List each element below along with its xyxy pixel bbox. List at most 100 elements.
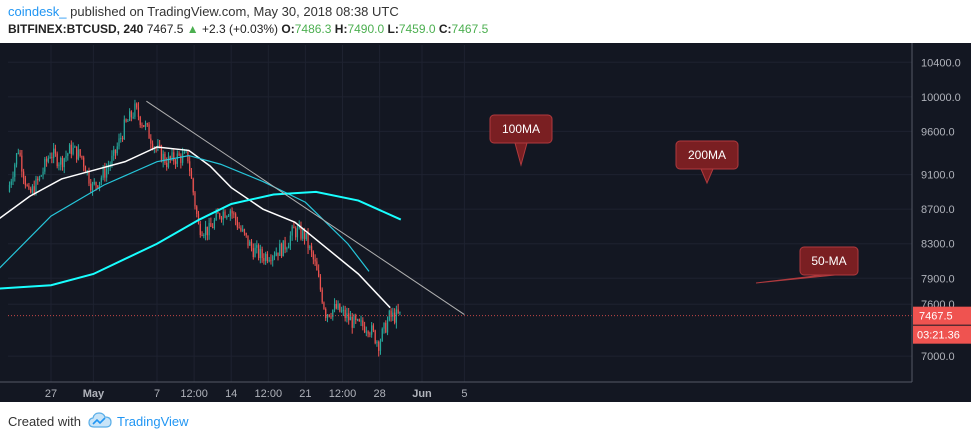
candle-body bbox=[91, 183, 94, 191]
candle-body bbox=[238, 227, 240, 229]
tradingview-brand-link[interactable]: TradingView bbox=[117, 414, 189, 429]
close-value: 7467.5 bbox=[451, 22, 489, 36]
candle-body bbox=[67, 153, 69, 156]
candle-body bbox=[234, 213, 237, 221]
candle-body bbox=[348, 313, 350, 321]
candle-body bbox=[233, 213, 235, 215]
candle-body bbox=[340, 310, 343, 312]
price-chart[interactable]: 10400.0 10000.0 9600.0 9100.0 8700.0 8300.0 79… bbox=[0, 43, 971, 402]
candle-body bbox=[132, 116, 134, 118]
candle-body bbox=[319, 276, 322, 290]
author-link[interactable]: coindesk_ bbox=[8, 4, 67, 19]
candle-body bbox=[302, 229, 304, 239]
candle-body bbox=[265, 253, 267, 262]
candle-body bbox=[128, 111, 131, 121]
candle-body bbox=[243, 229, 246, 233]
candle-body bbox=[268, 260, 270, 262]
y-tick-label: 9600.0 bbox=[921, 126, 955, 138]
candle-body bbox=[51, 157, 53, 159]
x-tick-label: 28 bbox=[373, 388, 385, 400]
candle-body bbox=[185, 151, 187, 153]
candle-body bbox=[220, 217, 223, 220]
candle-body bbox=[360, 320, 362, 322]
candle-body bbox=[88, 170, 90, 184]
low-label: L: bbox=[387, 22, 399, 36]
x-tick-label: 12:00 bbox=[255, 388, 283, 400]
candle-body bbox=[369, 333, 371, 335]
candle-body bbox=[339, 303, 341, 312]
moving-average-line bbox=[0, 190, 402, 290]
callout-box bbox=[675, 140, 739, 170]
candle-body bbox=[305, 233, 307, 239]
last-price-tag bbox=[913, 306, 971, 325]
candle-body bbox=[236, 220, 239, 228]
candle-body bbox=[63, 158, 65, 168]
candle-body bbox=[171, 152, 173, 159]
x-tick-label: 27 bbox=[45, 388, 57, 400]
candle-body bbox=[314, 259, 316, 262]
candle-body bbox=[8, 184, 11, 192]
candle-body bbox=[162, 153, 164, 162]
candle-body bbox=[35, 178, 37, 195]
y-tick-label: 8700.0 bbox=[921, 204, 955, 216]
candle-body bbox=[296, 228, 299, 238]
footer: Created with TradingView bbox=[0, 402, 971, 439]
candle-body bbox=[106, 168, 108, 178]
candle-body bbox=[159, 144, 161, 147]
open-value: 7486.3 bbox=[294, 22, 332, 36]
candle-body bbox=[257, 245, 260, 259]
candle-body bbox=[102, 168, 104, 178]
candle-body bbox=[270, 260, 272, 262]
x-tick-label: 14 bbox=[225, 388, 237, 400]
candle-body bbox=[164, 153, 166, 163]
x-tick-label: 7 bbox=[154, 388, 160, 400]
candle-body bbox=[266, 253, 269, 261]
candle-body bbox=[371, 325, 373, 335]
candle-body bbox=[390, 310, 392, 317]
candle-body bbox=[312, 252, 314, 260]
candle-body bbox=[273, 255, 276, 257]
candle-body bbox=[24, 178, 27, 186]
candle-body bbox=[40, 175, 42, 177]
candle-body bbox=[189, 161, 191, 172]
candle-body bbox=[374, 330, 376, 344]
chart-background bbox=[0, 43, 971, 402]
candle-body bbox=[210, 223, 212, 227]
candle-body bbox=[74, 146, 76, 148]
candle-body bbox=[125, 119, 127, 122]
up-arrow-icon: ▲ bbox=[186, 22, 199, 36]
candle-body bbox=[196, 206, 198, 214]
candle-body bbox=[289, 235, 292, 246]
candle-body bbox=[242, 229, 244, 231]
candle-body bbox=[372, 325, 375, 331]
candle-body bbox=[356, 319, 359, 321]
candle-body bbox=[272, 256, 274, 261]
candle-body bbox=[28, 185, 30, 189]
candle-body bbox=[227, 215, 230, 217]
candle-body bbox=[326, 314, 329, 319]
candle-body bbox=[174, 161, 177, 164]
candle-body bbox=[130, 111, 133, 118]
candle-body bbox=[323, 302, 325, 309]
open-label: O: bbox=[281, 22, 295, 36]
candle-body bbox=[287, 245, 290, 249]
candle-body bbox=[178, 153, 180, 156]
candle-body bbox=[231, 210, 233, 214]
callout-group: 200MA bbox=[675, 140, 739, 185]
candle-body bbox=[37, 178, 39, 181]
y-tick-label: 10000.0 bbox=[921, 92, 961, 104]
candle-body bbox=[263, 258, 265, 262]
candle-body bbox=[146, 123, 148, 125]
x-tick-label: May bbox=[83, 388, 105, 400]
x-tick-label: Jun bbox=[412, 388, 432, 400]
candle-body bbox=[349, 316, 352, 321]
chart-area[interactable]: 10400.0 10000.0 9600.0 9100.0 8700.0 8300.0 79… bbox=[0, 43, 971, 402]
candle-body bbox=[173, 152, 175, 162]
candle-body bbox=[61, 157, 64, 168]
candle-body bbox=[342, 309, 345, 311]
candle-body bbox=[395, 309, 398, 323]
candle-body bbox=[100, 177, 102, 182]
candle-body bbox=[367, 331, 369, 334]
candle-body bbox=[127, 120, 129, 122]
candle-body bbox=[10, 181, 12, 185]
